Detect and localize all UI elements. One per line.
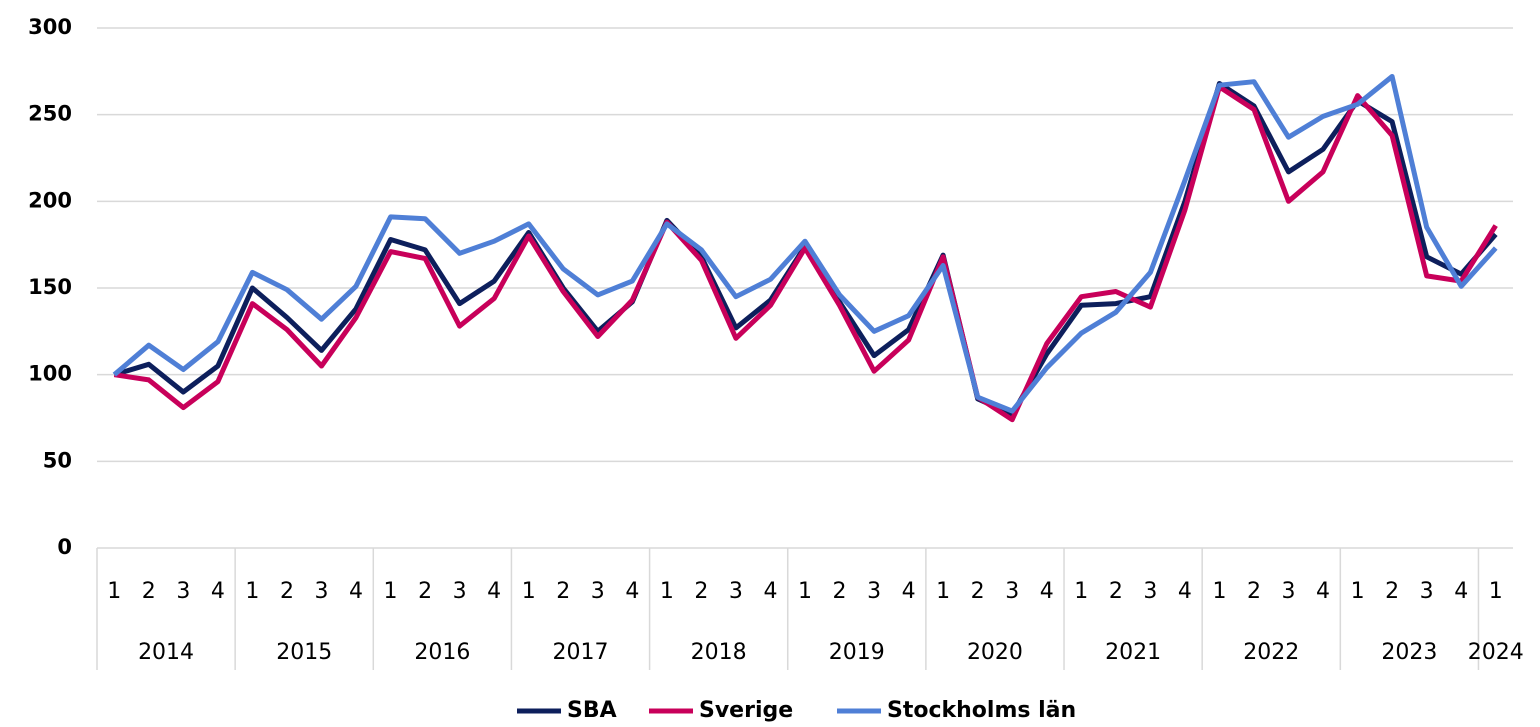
line-series	[112, 74, 1498, 414]
x-tick-label: 3	[867, 579, 881, 604]
x-tick-label: 2	[833, 579, 847, 604]
x-tick-label: 3	[1420, 579, 1434, 604]
group-label: 2015	[276, 640, 332, 665]
x-tick-label: 4	[625, 579, 639, 604]
group-label: 2022	[1243, 640, 1299, 665]
legend-label: SBA	[567, 698, 617, 723]
x-tick-label: 1	[384, 579, 398, 604]
x-tick-label: 4	[763, 579, 777, 604]
legend-label: Stockholms län	[887, 698, 1076, 723]
y-tick-label: 250	[28, 102, 72, 126]
x-tick-label: 1	[798, 579, 812, 604]
y-tick-label: 200	[28, 188, 72, 212]
x-tick-label: 1	[522, 579, 536, 604]
x-tick-label: 1	[660, 579, 674, 604]
group-label: 2024	[1468, 640, 1524, 665]
x-tick-label: 3	[729, 579, 743, 604]
x-tick-label: 3	[1005, 579, 1019, 604]
legend-label: Sverige	[699, 698, 793, 723]
x-tick-label: 2	[971, 579, 985, 604]
x-tick-label: 1	[1489, 579, 1503, 604]
x-tick-label: 3	[176, 579, 190, 604]
group-label: 2020	[967, 640, 1023, 665]
y-tick-label: 0	[57, 535, 72, 559]
x-tick-label: 4	[211, 579, 225, 604]
group-label: 2017	[553, 640, 609, 665]
y-tick-label: 300	[28, 15, 72, 39]
x-tick-label: 1	[245, 579, 259, 604]
x-tick-label: 1	[1351, 579, 1365, 604]
x-tick-label: 3	[1143, 579, 1157, 604]
x-tick-label: 4	[1040, 579, 1054, 604]
line-series	[113, 84, 1498, 423]
x-tick-label: 2	[418, 579, 432, 604]
group-label: 2023	[1381, 640, 1437, 665]
x-tick-label: 2	[556, 579, 570, 604]
y-tick-label: 50	[43, 448, 72, 472]
x-tick-label: 3	[314, 579, 328, 604]
x-tick-label: 4	[1316, 579, 1330, 604]
x-tick-label: 4	[487, 579, 501, 604]
x-tick-label: 4	[1178, 579, 1192, 604]
x-tick-label: 2	[1109, 579, 1123, 604]
x-tick-label: 2	[142, 579, 156, 604]
x-tick-label: 4	[349, 579, 363, 604]
group-label: 2019	[829, 640, 885, 665]
y-tick-label: 150	[28, 275, 72, 299]
x-tick-label: 3	[453, 579, 467, 604]
group-label: 2018	[691, 640, 747, 665]
x-tick-label: 1	[1212, 579, 1226, 604]
x-tick-label: 2	[694, 579, 708, 604]
group-label: 2016	[414, 640, 470, 665]
x-tick-label: 1	[936, 579, 950, 604]
x-tick-label: 4	[1454, 579, 1468, 604]
x-tick-label: 2	[280, 579, 294, 604]
group-label: 2014	[138, 640, 194, 665]
y-tick-label: 100	[28, 362, 72, 386]
x-tick-label: 3	[591, 579, 605, 604]
x-tick-label: 4	[902, 579, 916, 604]
x-tick-label: 3	[1282, 579, 1296, 604]
x-tick-label: 2	[1247, 579, 1261, 604]
x-tick-label: 1	[107, 579, 121, 604]
x-tick-label: 1	[1074, 579, 1088, 604]
x-tick-label: 2	[1385, 579, 1399, 604]
group-label: 2021	[1105, 640, 1161, 665]
